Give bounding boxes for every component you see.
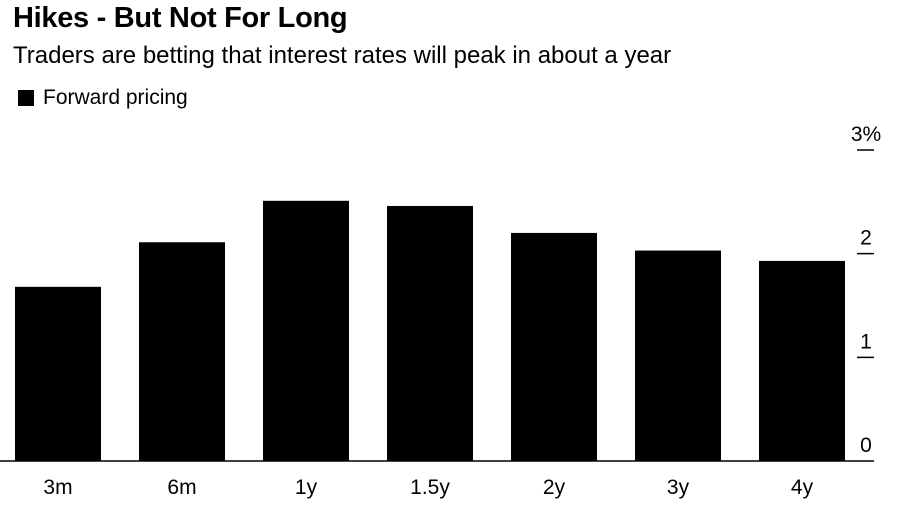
x-tick-label-3m: 3m (43, 476, 72, 499)
x-tick-label-1.5y: 1.5y (410, 476, 450, 499)
bar-6m (139, 242, 225, 461)
legend-swatch (18, 90, 34, 106)
y-tick-label-0: 0 (860, 434, 872, 457)
x-tick-label-6m: 6m (167, 476, 196, 499)
x-axis-labels: 3m 6m 1y 1.5y 2y 3y 4y (43, 476, 813, 499)
bar-3y (635, 250, 721, 461)
chart-title: Hikes - But Not For Long (13, 2, 348, 34)
y-tick-label-3: 3% (851, 123, 881, 146)
y-axis-ticks: 0 1 2 3% (851, 123, 881, 457)
bar-2y (511, 232, 597, 461)
bars-group (15, 200, 845, 461)
x-tick-label-4y: 4y (791, 476, 814, 499)
bar-3m (15, 286, 101, 461)
y-tick-label-2: 2 (860, 227, 872, 250)
y-tick-label-1: 1 (860, 330, 872, 353)
x-tick-label-3y: 3y (667, 476, 690, 499)
bar-1y (263, 200, 349, 461)
bar-1.5y (387, 205, 473, 461)
legend: Forward pricing (18, 86, 188, 110)
chart-subtitle: Traders are betting that interest rates … (13, 42, 672, 69)
x-tick-label-2y: 2y (543, 476, 566, 499)
legend-label: Forward pricing (43, 86, 188, 109)
bar-4y (759, 260, 845, 461)
x-tick-label-1y: 1y (295, 476, 318, 499)
